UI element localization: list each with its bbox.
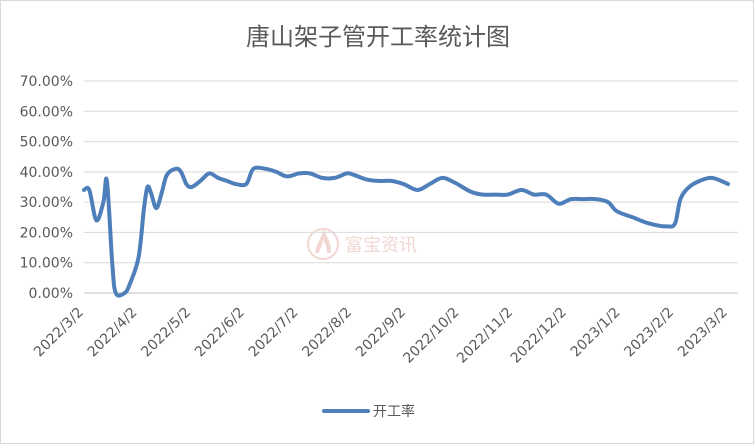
y-tick-label: 70.00% bbox=[20, 74, 73, 90]
x-tick-label: 2022/3/2 bbox=[31, 305, 87, 361]
y-tick-label: 0.00% bbox=[29, 286, 73, 302]
x-tick-label: 2023/1/2 bbox=[568, 305, 624, 361]
y-tick-label: 50.00% bbox=[20, 135, 73, 151]
legend: 开工率 bbox=[322, 403, 415, 420]
y-tick-label: 10.00% bbox=[20, 256, 73, 272]
y-tick-label: 60.00% bbox=[20, 104, 73, 120]
watermark-logo bbox=[307, 228, 339, 260]
x-tick-label: 2022/11/2 bbox=[454, 305, 516, 367]
x-tick-label: 2022/4/2 bbox=[85, 305, 141, 361]
x-tick-label: 2023/2/2 bbox=[621, 305, 677, 361]
y-tick-label: 20.00% bbox=[20, 225, 73, 241]
x-tick-label: 2022/9/2 bbox=[353, 305, 409, 361]
chart-title: 唐山架子管开工率统计图 bbox=[246, 23, 510, 51]
y-axis-ticks: 0.00% 10.00% 20.00% 30.00% 40.00% 50.00% 60.00… bbox=[20, 74, 73, 302]
x-tick-label: 2022/7/2 bbox=[246, 305, 302, 361]
x-tick-label: 2022/12/2 bbox=[508, 305, 570, 367]
gridlines bbox=[84, 80, 738, 294]
series-line bbox=[82, 165, 730, 298]
x-tick-label: 2022/8/2 bbox=[299, 305, 355, 361]
watermark-text: 富宝资讯 bbox=[345, 235, 417, 256]
watermark: 富宝资讯 bbox=[307, 228, 417, 260]
x-tick-label: 2023/3/2 bbox=[675, 305, 731, 361]
x-tick-label: 2022/6/2 bbox=[192, 305, 248, 361]
x-tick-label: 2022/10/2 bbox=[400, 305, 462, 367]
legend-label: 开工率 bbox=[373, 403, 415, 420]
series-layer bbox=[82, 165, 730, 298]
x-axis-ticks: 2022/3/22022/4/22022/5/22022/6/22022/7/2… bbox=[31, 305, 731, 367]
x-tick-label: 2022/5/2 bbox=[138, 305, 194, 361]
y-tick-label: 30.00% bbox=[20, 195, 73, 211]
y-tick-label: 40.00% bbox=[20, 165, 73, 181]
